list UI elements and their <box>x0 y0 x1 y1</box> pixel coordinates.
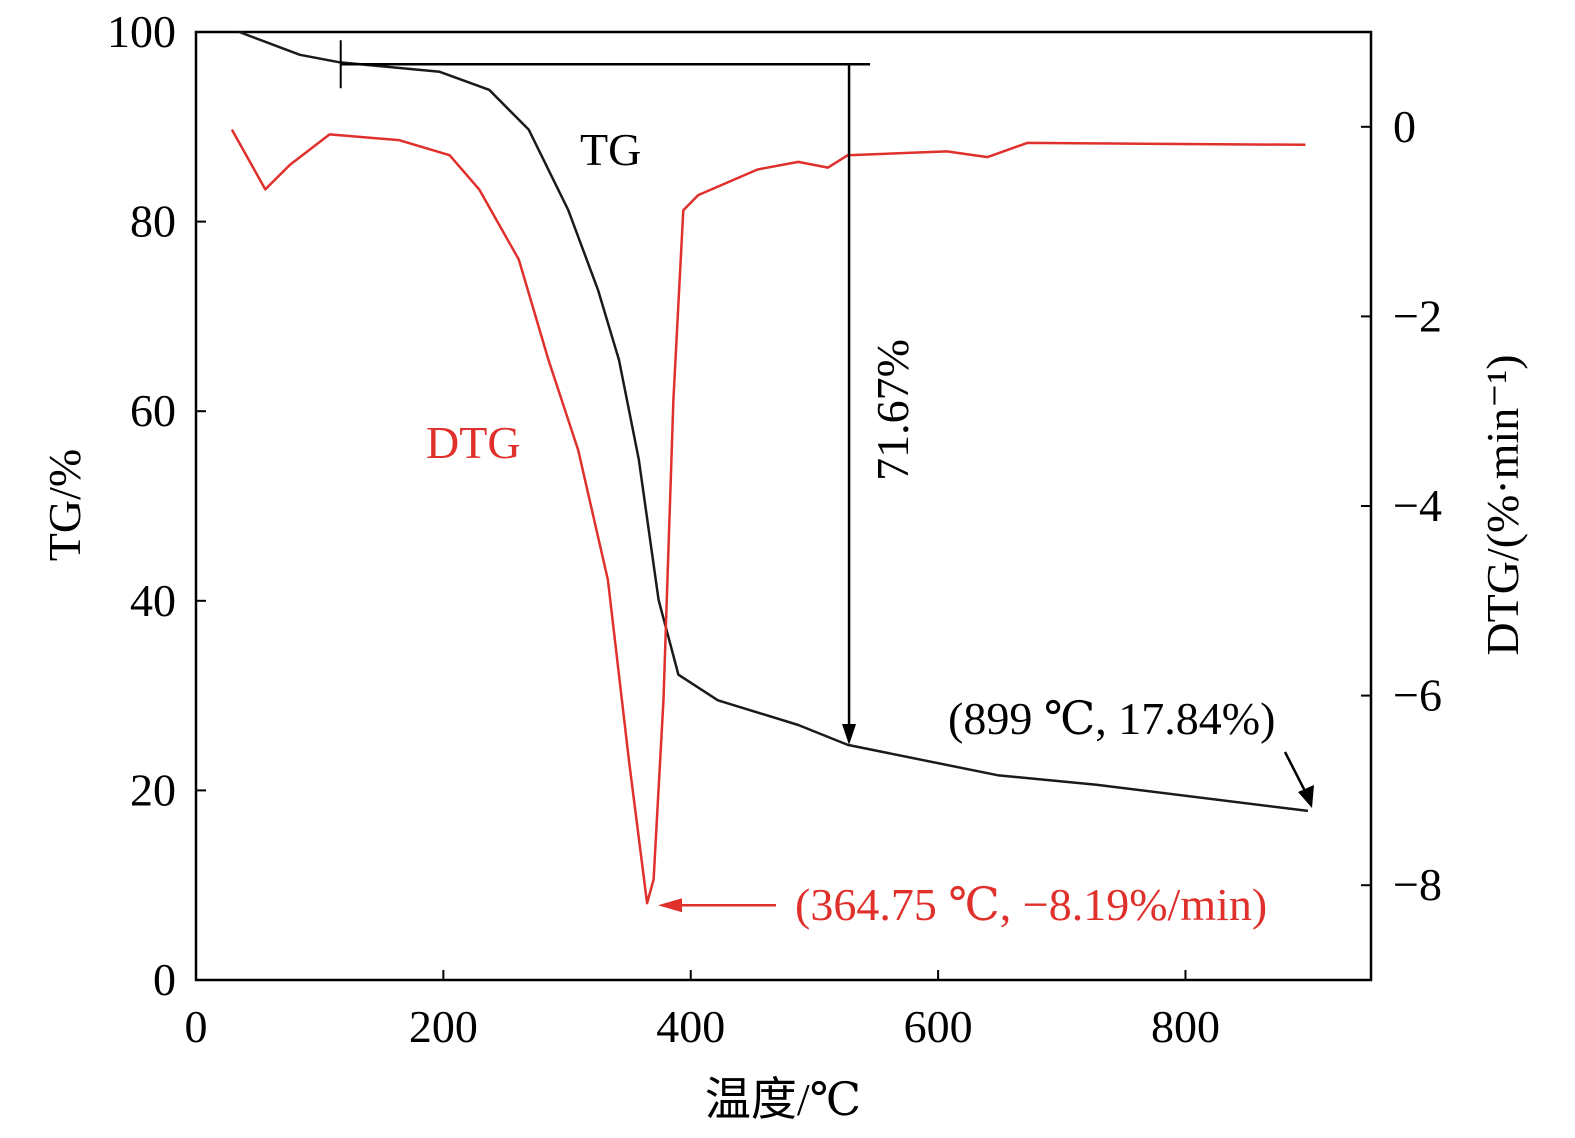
tg-series-label: TG <box>580 124 641 175</box>
dtg-peak-arrow-head <box>658 898 682 913</box>
dtg-series-label: DTG <box>426 417 521 468</box>
y-right-tick-label: 0 <box>1393 101 1416 152</box>
dtg-curve <box>230 128 1306 905</box>
tg-end-arrow-head <box>1298 785 1314 808</box>
y-left-tick-label: 0 <box>153 954 176 1005</box>
y-left-tick-label: 20 <box>130 764 176 815</box>
y-left-tick-label: 40 <box>130 575 176 626</box>
y-left-tick-label: 100 <box>107 6 176 57</box>
tg-curve <box>238 30 1309 813</box>
dtg-peak-label: (364.75 ℃, −8.19%/min) <box>795 879 1267 930</box>
tg-end-arrow-line <box>1283 751 1309 796</box>
mass-loss-arrow-head <box>842 724 857 745</box>
y-right-tick-label: −4 <box>1393 480 1442 531</box>
x-tick-label: 600 <box>904 1001 973 1052</box>
y-left-tick-label: 80 <box>130 196 176 247</box>
tg-end-label: (899 ℃, 17.84%) <box>948 693 1275 744</box>
x-tick-label: 400 <box>656 1001 725 1052</box>
plot-frame <box>194 30 1373 982</box>
y-right-tick-label: −6 <box>1393 670 1442 721</box>
y-left-tick-label: 60 <box>130 385 176 436</box>
mass-loss-label: 71.67% <box>867 339 918 481</box>
x-tick-label: 200 <box>409 1001 478 1052</box>
y-axis-left-label: TG/% <box>39 449 90 561</box>
x-axis-label: 温度/℃ <box>705 1074 861 1125</box>
x-tick-label: 0 <box>185 1001 208 1052</box>
x-tick-label: 800 <box>1151 1001 1220 1052</box>
y-axis-right-label: DTG/(%·min⁻¹) <box>1477 354 1528 655</box>
y-right-tick-label: −2 <box>1393 290 1442 341</box>
y-right-tick-label: −8 <box>1393 859 1442 910</box>
